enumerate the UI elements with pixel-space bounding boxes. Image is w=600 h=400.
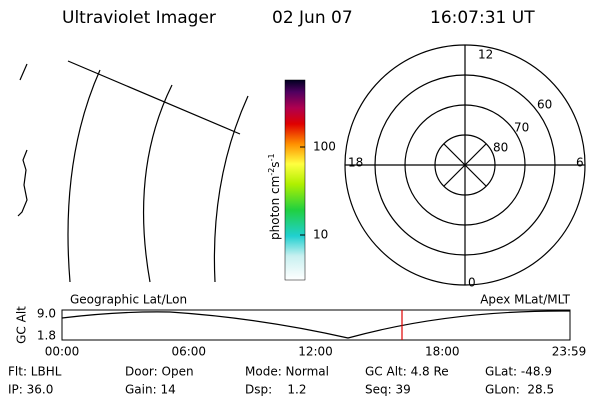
orbit-curve [61, 310, 571, 339]
lat-label: 70 [514, 121, 529, 135]
mlt-label: 0 [468, 276, 476, 290]
info-field: GLat: -48.9 [485, 365, 552, 379]
info-field: Gain: 14 [125, 383, 176, 397]
cb-tick: 10 [313, 228, 328, 242]
orbit-x-tick: 23:59 [552, 345, 587, 359]
info-field: Flt: LBHL [8, 365, 62, 379]
orbit-y-tick: 9.0 [37, 307, 56, 321]
orbit-x-tick: 12:00 [298, 345, 333, 359]
mlt-label: 18 [348, 156, 363, 170]
orbit-x-tick: 18:00 [425, 345, 460, 359]
lat-label: 60 [537, 98, 552, 112]
info-field: Seq: 39 [365, 383, 411, 397]
title: Ultraviolet Imager [62, 8, 216, 28]
time: 16:07:31 UT [430, 8, 535, 28]
info-field: GC Alt: 4.8 Re [365, 365, 449, 379]
info-field: GLon: 28.5 [485, 383, 554, 397]
cb-tick: 100 [313, 140, 336, 154]
orbit-x-tick: 00:00 [45, 345, 80, 359]
info-field: IP: 36.0 [8, 383, 53, 397]
info-field: Dsp: 1.2 [245, 383, 307, 397]
orbit-y-tick: 1.8 [37, 329, 56, 343]
info-field: Mode: Normal [245, 365, 329, 379]
colorbar-label: photon cm-2s-1 [267, 153, 282, 240]
mlt-label: 12 [478, 48, 493, 62]
mlt-label: 6 [576, 156, 584, 170]
orbit-left-label: Geographic Lat/Lon [70, 293, 187, 307]
map [17, 60, 249, 283]
orbit-y-label: GC Alt [15, 306, 29, 344]
orbit-right-label: Apex MLat/MLT [480, 293, 570, 307]
colorbar [284, 79, 306, 281]
lat-label: 80 [493, 141, 508, 155]
polar-grid [344, 44, 586, 286]
orbit-frame [61, 309, 571, 341]
orbit-x-tick: 06:00 [171, 345, 206, 359]
info-field: Door: Open [125, 365, 194, 379]
date: 02 Jun 07 [272, 8, 353, 28]
